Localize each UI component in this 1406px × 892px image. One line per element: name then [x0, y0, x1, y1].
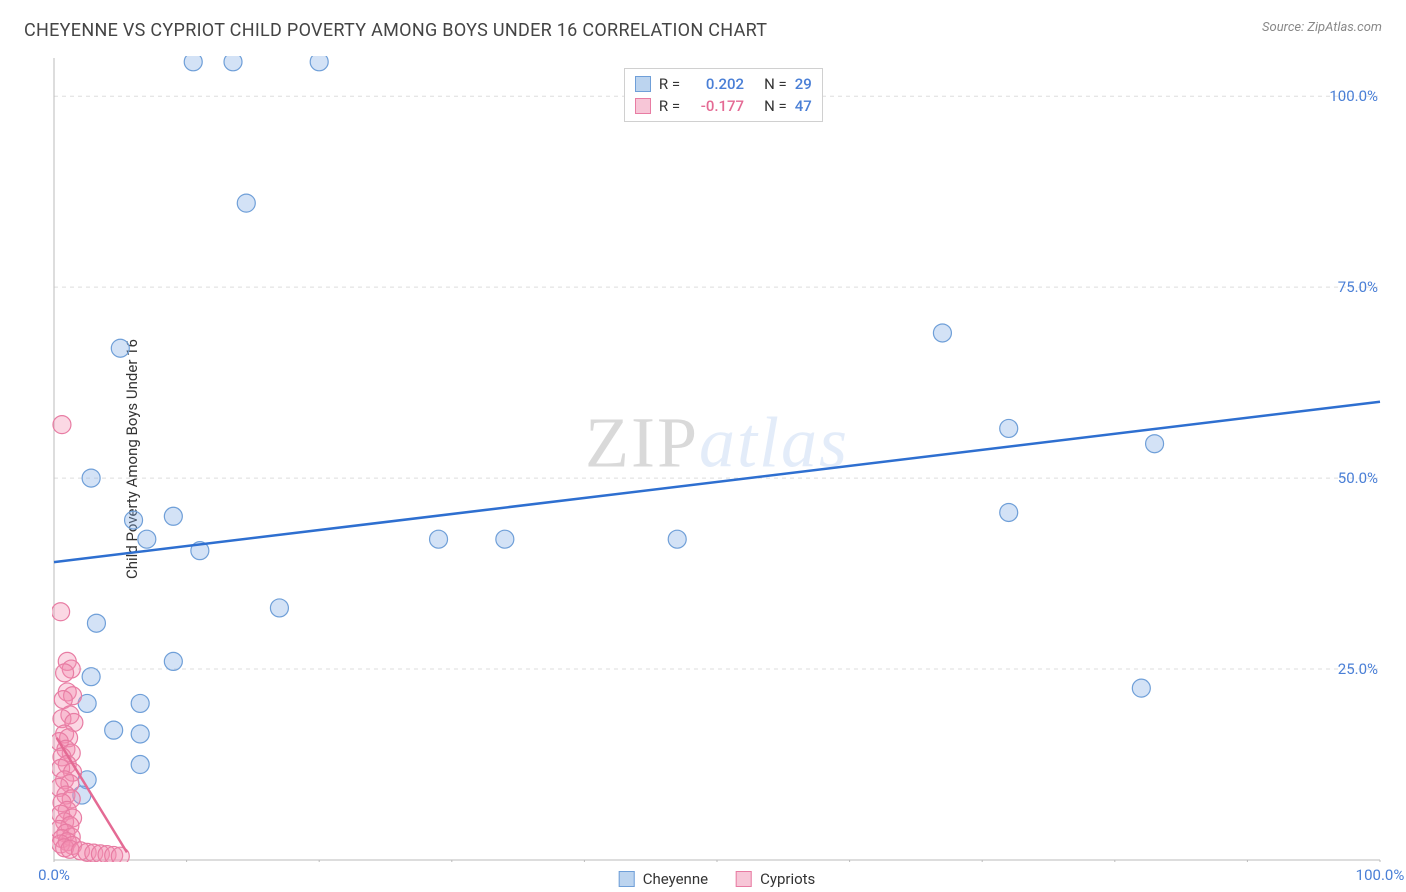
legend-n-label: N = — [764, 75, 787, 93]
chart-area: Child Poverty Among Boys Under 16 ZIPatl… — [52, 56, 1382, 862]
legend-row: R = 0.202 N = 29 — [635, 73, 812, 95]
legend-item: Cypriots — [736, 870, 815, 888]
legend-row: R = -0.177 N = 47 — [635, 95, 812, 117]
series-legend: Cheyenne Cypriots — [619, 870, 816, 888]
legend-n-value: 47 — [795, 97, 812, 115]
legend-item: Cheyenne — [619, 870, 708, 888]
legend-swatch — [635, 76, 651, 92]
x-tick-label: 0.0% — [38, 866, 70, 884]
legend-r-label: R = — [659, 97, 680, 115]
y-tick-label: 50.0% — [1338, 469, 1384, 487]
legend-n-value: 29 — [795, 75, 812, 93]
scatter-plot — [52, 56, 1382, 862]
legend-series-name: Cheyenne — [643, 870, 708, 888]
y-tick-label: 75.0% — [1338, 278, 1384, 296]
legend-swatch — [619, 871, 635, 887]
correlation-legend: R = 0.202 N = 29 R = -0.177 N = 47 — [624, 68, 823, 122]
y-tick-label: 25.0% — [1338, 660, 1384, 678]
x-tick-label: 100.0% — [1356, 866, 1405, 884]
legend-r-value: -0.177 — [688, 97, 744, 115]
source-attribution: Source: ZipAtlas.com — [1262, 20, 1382, 35]
legend-n-label: N = — [764, 97, 787, 115]
chart-title: CHEYENNE VS CYPRIOT CHILD POVERTY AMONG … — [24, 20, 767, 41]
y-tick-label: 100.0% — [1329, 87, 1384, 105]
legend-r-label: R = — [659, 75, 680, 93]
legend-r-value: 0.202 — [688, 75, 744, 93]
legend-swatch — [736, 871, 752, 887]
legend-series-name: Cypriots — [760, 870, 815, 888]
legend-swatch — [635, 98, 651, 114]
